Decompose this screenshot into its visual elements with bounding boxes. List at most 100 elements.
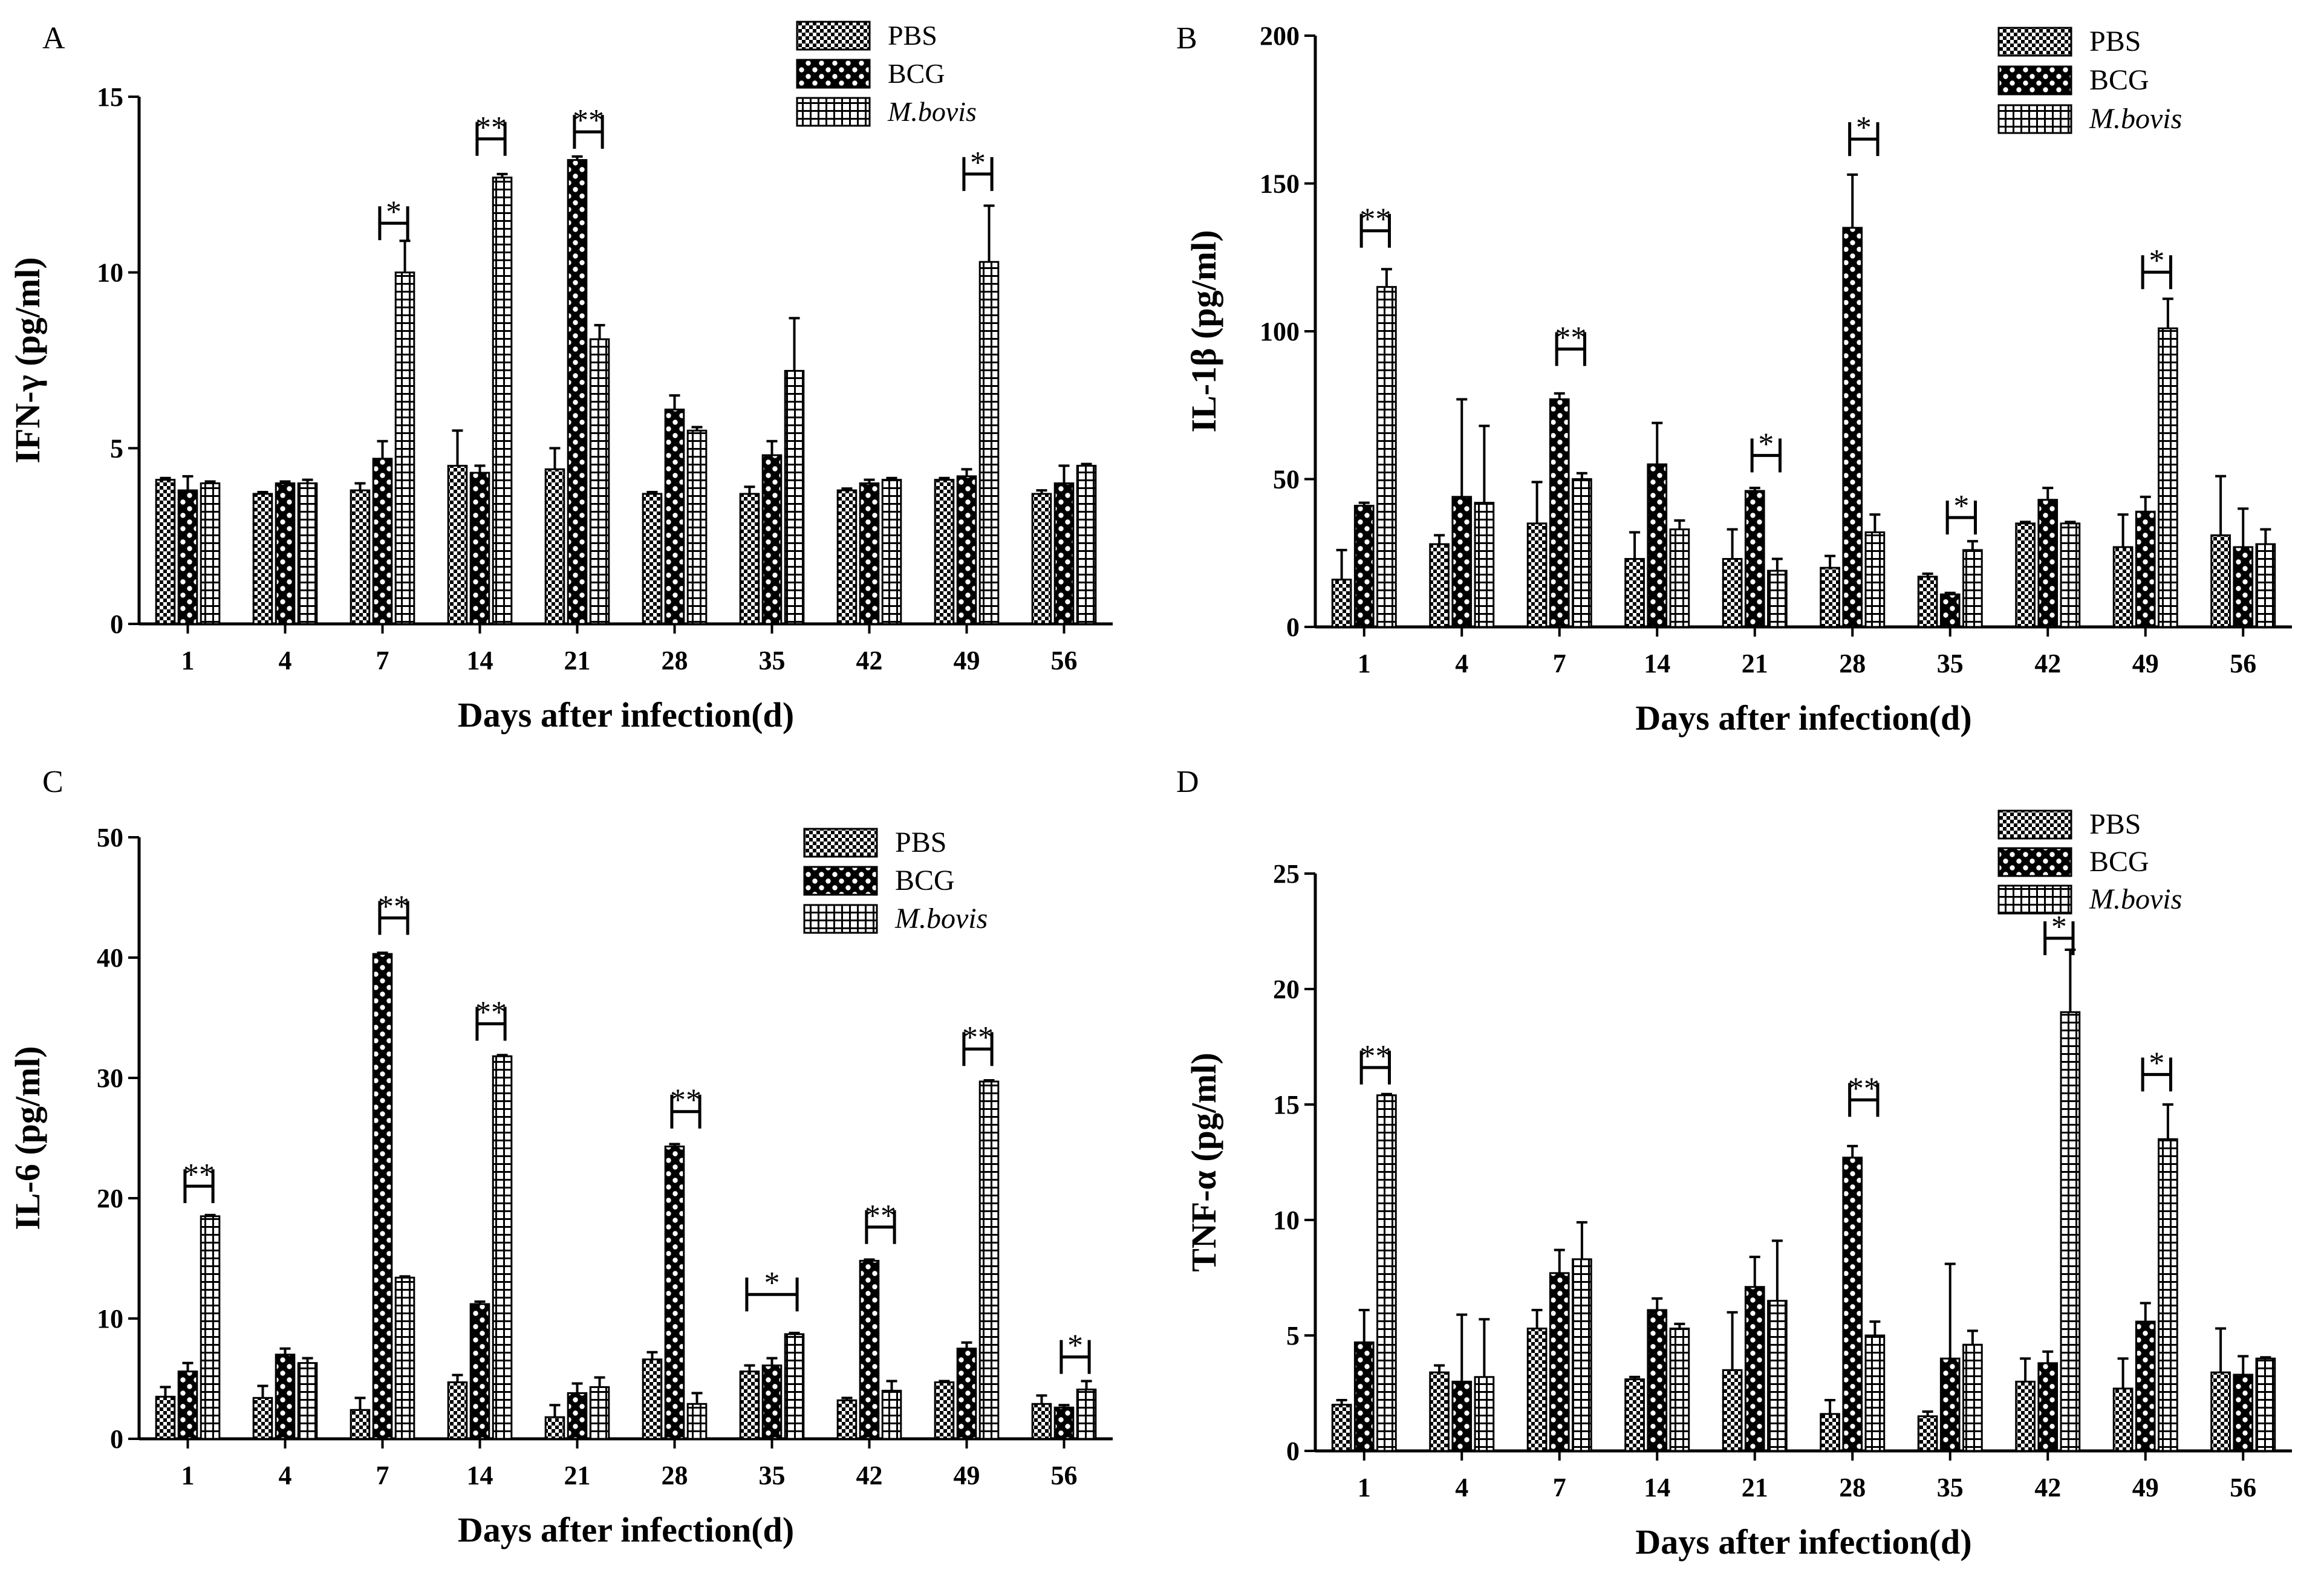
bar (761, 454, 783, 625)
legend: PBS BCG M.bovis (1997, 808, 2182, 915)
x-tick-label: 35 (759, 646, 786, 675)
legend-label: BCG (2089, 846, 2149, 878)
bar (1669, 1328, 1690, 1452)
x-tick-label: 56 (2230, 1473, 2256, 1502)
bar (1526, 1328, 1548, 1452)
significance-bracket (2141, 1057, 2172, 1092)
y-tick-label: 0 (1286, 1436, 1300, 1466)
bar (642, 1358, 663, 1440)
bar (1767, 1300, 1788, 1452)
bar (836, 489, 858, 625)
x-tick-label: 4 (279, 1461, 292, 1490)
significance-bracket (1945, 501, 1977, 535)
bar (350, 1409, 371, 1440)
bar (2233, 546, 2254, 628)
bar (350, 489, 371, 625)
legend-swatch (1997, 104, 2072, 134)
y-axis-title: TNF-α (pg/ml) (1184, 1053, 1223, 1272)
y-tick-label: 5 (1286, 1321, 1300, 1351)
x-tick-label: 1 (181, 646, 195, 675)
significance-bracket (378, 901, 409, 935)
significance-bracket (962, 157, 994, 191)
x-tick-label: 49 (2132, 1473, 2159, 1502)
x-tick-label: 7 (1553, 649, 1566, 678)
bar (1331, 1404, 1352, 1452)
bar (1939, 1357, 1961, 1452)
y-tick-label: 10 (97, 258, 123, 288)
significance-label: ** (1848, 1071, 1880, 1106)
y-tick-label: 100 (1260, 317, 1300, 346)
x-tick-label: 56 (1051, 646, 1078, 675)
bar (1451, 496, 1473, 628)
bar (275, 482, 296, 625)
bar (469, 1303, 490, 1440)
legend-swatch (1997, 847, 2072, 877)
significance-bracket (573, 115, 604, 149)
bar (1820, 566, 1840, 628)
legend-swatch (803, 904, 878, 934)
bar (1647, 463, 1668, 628)
x-tick-label: 28 (1839, 649, 1866, 678)
legend-label: BCG (895, 864, 955, 897)
x-tick-label: 21 (1742, 649, 1768, 678)
bar (492, 1055, 513, 1440)
y-tick-label: 0 (110, 609, 123, 639)
y-tick-label: 10 (1273, 1205, 1300, 1235)
significance-bracket (1848, 1083, 1880, 1117)
legend-label: BCG (2089, 64, 2149, 96)
bar (664, 1145, 685, 1440)
x-tick-label: 14 (1644, 649, 1670, 678)
bar (881, 1389, 902, 1440)
bar (1053, 482, 1075, 625)
bar (567, 159, 588, 625)
significance-bracket (1359, 213, 1391, 248)
bar (492, 177, 513, 625)
y-tick-label: 20 (97, 1184, 123, 1213)
significance-bracket (670, 1094, 701, 1129)
legend-label: PBS (2089, 25, 2141, 57)
x-tick-label: 4 (1455, 649, 1468, 678)
bar (252, 1396, 273, 1440)
bar (1820, 1413, 1840, 1452)
bar (956, 1348, 977, 1440)
bar (1076, 464, 1097, 625)
bar (859, 1259, 880, 1440)
bar (297, 1362, 318, 1440)
significance-bracket (475, 122, 507, 156)
significance-label: * (764, 1266, 780, 1300)
bar (372, 953, 393, 1440)
legend-swatch (1997, 65, 2072, 96)
x-tick-label: 35 (759, 1461, 786, 1490)
x-axis-title: Days after infection(d) (458, 1510, 794, 1549)
legend-label: M.bovis (894, 903, 988, 935)
bar (978, 261, 1000, 625)
significance-bracket (962, 1032, 994, 1066)
bar (1076, 1388, 1097, 1440)
bar (372, 458, 393, 625)
bar (394, 271, 415, 625)
significance-label: * (1953, 489, 1969, 524)
significance-label: * (2149, 1046, 2164, 1080)
y-tick-label: 150 (1260, 169, 1300, 199)
bar (252, 493, 273, 625)
x-axis-title: Days after infection(d) (1635, 698, 1971, 738)
bar (1429, 543, 1450, 628)
x-tick-label: 49 (954, 1461, 980, 1490)
y-axis-title: IFN-γ (pg/ml) (8, 257, 47, 463)
bar (200, 1215, 221, 1440)
bar (1376, 286, 1397, 628)
y-tick-label: 20 (1273, 975, 1300, 1004)
significance-label: * (2149, 244, 2164, 278)
x-axis-title: Days after infection(d) (458, 695, 794, 735)
significance-bracket (1359, 1050, 1391, 1085)
legend-label: M.bovis (2089, 103, 2182, 135)
bar (2135, 1320, 2156, 1452)
bar (1939, 593, 1961, 628)
significance-label: ** (865, 1199, 896, 1233)
significance-bracket (1555, 332, 1586, 366)
x-tick-label: 42 (2034, 1473, 2061, 1502)
bar (2158, 1138, 2178, 1452)
bar (1864, 531, 1886, 628)
